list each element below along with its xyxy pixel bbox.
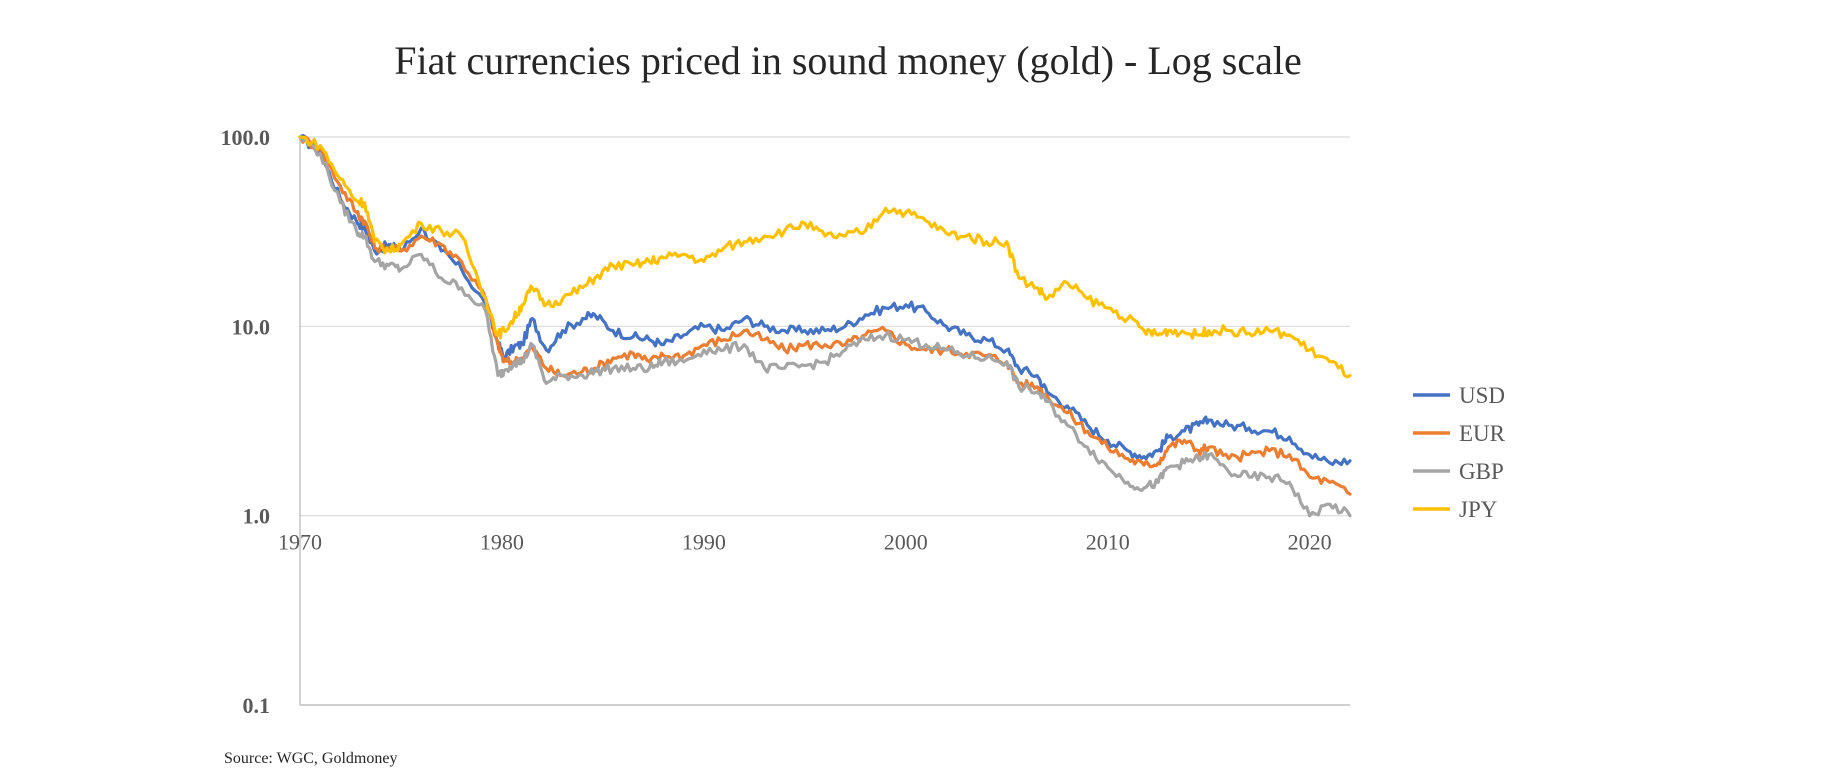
x-tick-label: 2020 — [1288, 530, 1332, 555]
axes — [299, 137, 1350, 706]
legend-label-usd: USD — [1459, 383, 1505, 408]
legend-label-gbp: GBP — [1459, 459, 1504, 484]
x-tick-label: 1980 — [480, 530, 524, 555]
legend: USD EUR GBP JPY — [1413, 383, 1506, 522]
y-tick-label: 1.0 — [243, 504, 271, 529]
series-line-usd — [298, 133, 1352, 467]
series-line-eur — [298, 135, 1352, 496]
series-line-jpy — [298, 135, 1352, 379]
x-axis-tick-labels: 1970 1980 1990 2000 2010 2020 — [278, 530, 1332, 555]
x-tick-label: 2000 — [884, 530, 928, 555]
y-tick-label: 0.1 — [243, 693, 271, 718]
y-tick-label: 10.0 — [232, 314, 271, 339]
x-tick-label: 2010 — [1086, 530, 1130, 555]
gridlines — [300, 136, 1350, 517]
y-tick-label: 100.0 — [221, 125, 271, 150]
x-tick-label: 1990 — [682, 530, 726, 555]
chart-title: Fiat currencies priced in sound money (g… — [394, 38, 1302, 83]
y-axis-tick-labels: 100.0 10.0 1.0 0.1 — [221, 125, 271, 718]
x-tick-label: 1970 — [278, 530, 322, 555]
series-lines — [298, 133, 1352, 518]
source-note: Source: WGC, Goldmoney — [224, 750, 397, 767]
legend-label-eur: EUR — [1459, 421, 1506, 446]
series-line-gbp — [298, 135, 1352, 518]
legend-label-jpy: JPY — [1459, 497, 1498, 522]
